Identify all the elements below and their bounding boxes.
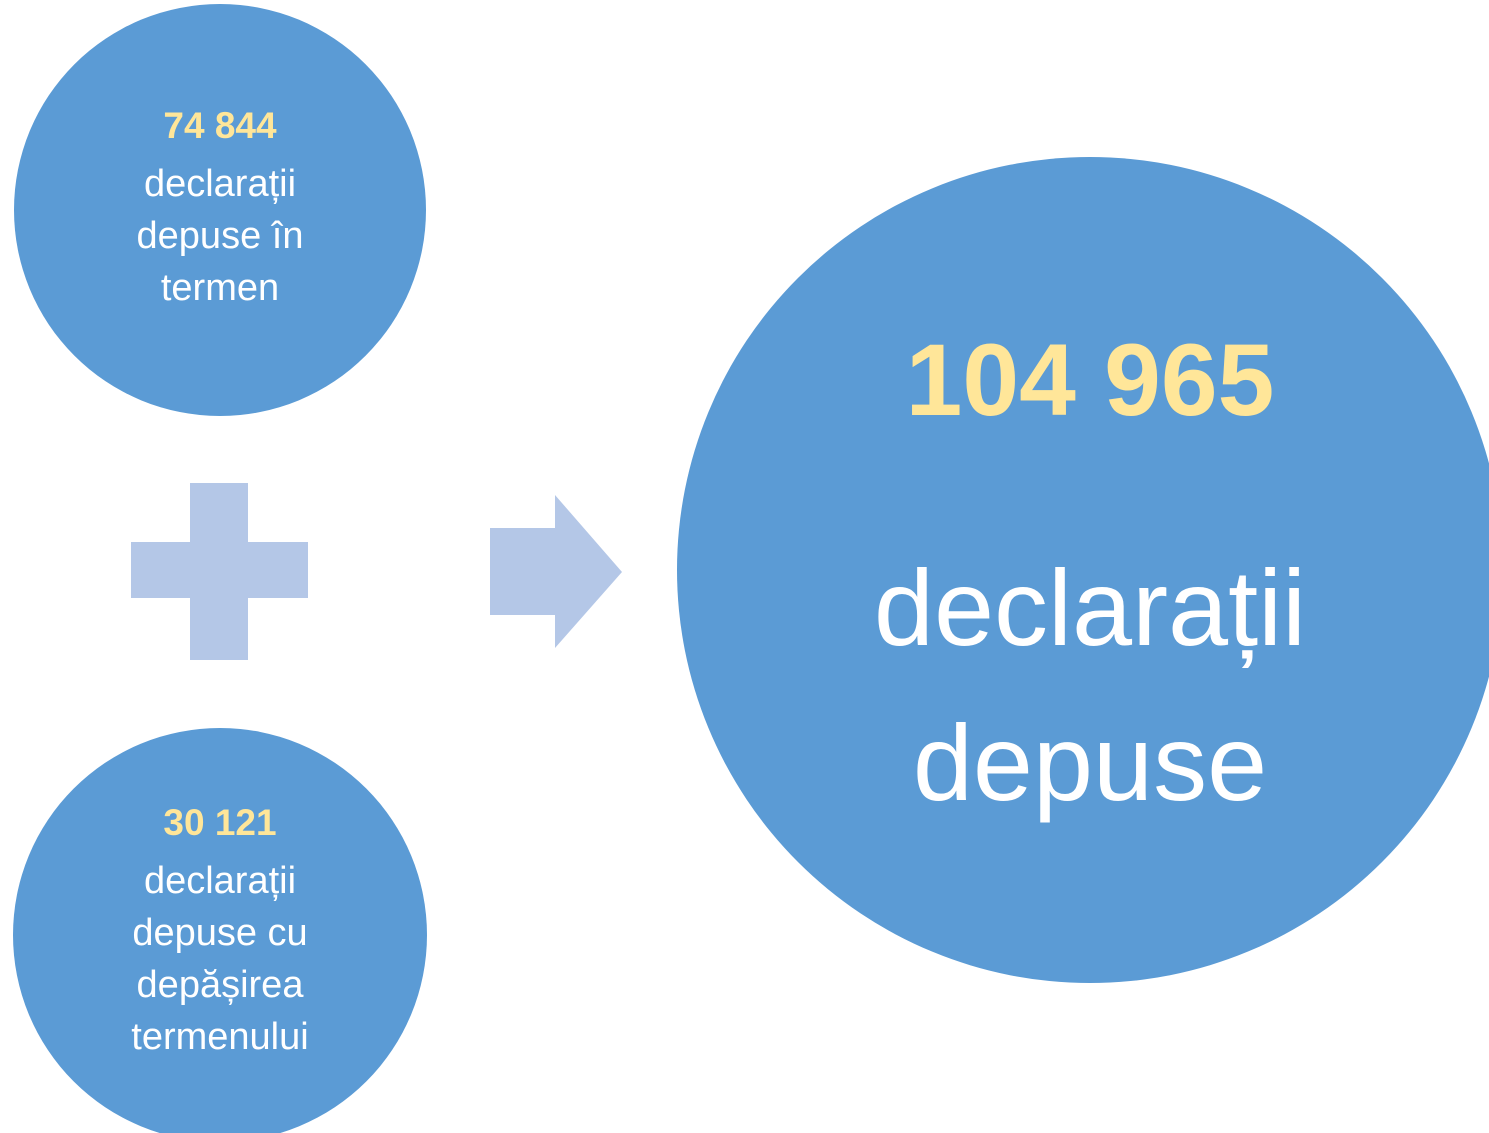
circle-late [13, 728, 427, 1133]
total-label: declarații [874, 547, 1306, 668]
node-label: declarații [144, 163, 296, 205]
node-label: termenului [131, 1016, 308, 1058]
total-label: depuse [913, 702, 1267, 823]
node-label: depuse cu [132, 912, 307, 954]
circle-total [677, 157, 1489, 983]
node-label: termen [161, 267, 279, 309]
arrow [490, 495, 622, 648]
total-number: 104 965 [906, 323, 1275, 437]
node-number: 74 844 [163, 105, 277, 146]
node-label: depuse în [137, 215, 304, 257]
node-label: declarații [144, 860, 296, 902]
plus-sign [131, 483, 308, 660]
node-label: depășirea [137, 964, 305, 1006]
node-number: 30 121 [163, 802, 276, 843]
circle-term [14, 4, 426, 416]
